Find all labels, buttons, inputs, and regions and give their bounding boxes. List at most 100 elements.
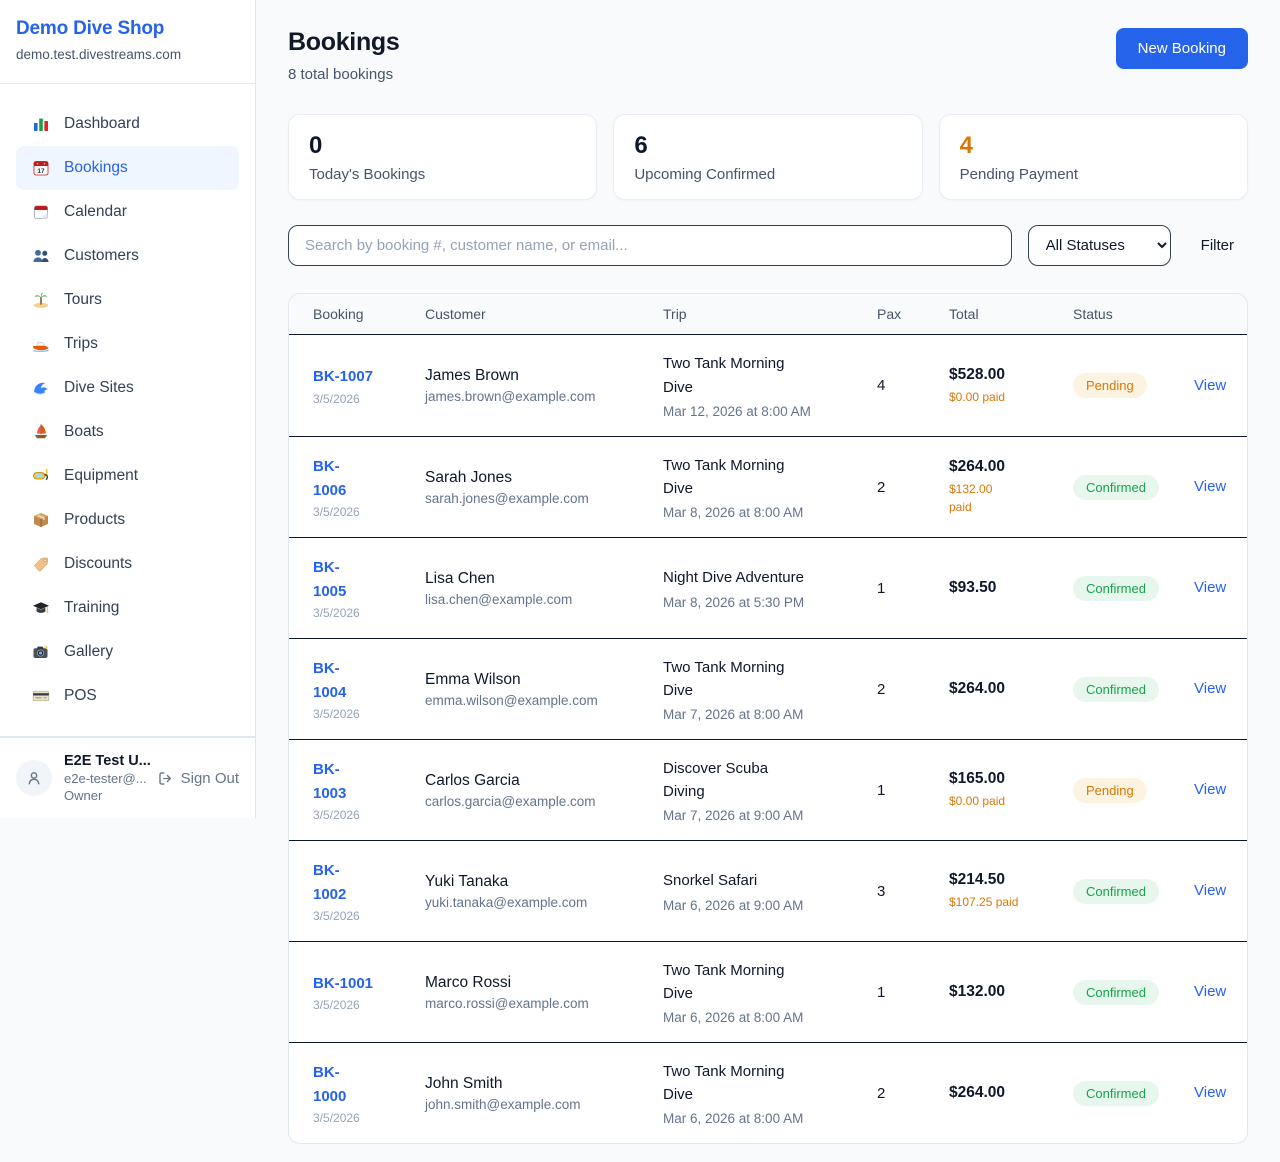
view-link[interactable]: View [1194,781,1227,798]
new-booking-button[interactable]: New Booking [1115,28,1248,69]
trip-name: Two Tank Morning Dive [663,658,785,699]
trip-datetime: Mar 6, 2026 at 8:00 AM [663,1111,804,1127]
status-badge: Confirmed [1073,979,1159,1005]
sidebar-item-training[interactable]: Training [16,586,239,630]
sidebar-item-label: Boats [64,423,104,440]
trip-name: Discover Scuba Diving [663,759,769,800]
wave-icon [32,379,50,397]
booking-id-link[interactable]: BK- 1004 [313,660,347,701]
sidebar-item-boats[interactable]: Boats [16,410,239,454]
sign-out-button[interactable]: Sign Out [157,770,239,787]
stat-value: 0 [309,132,323,159]
sidebar-item-label: Gallery [64,643,114,660]
sailboat-icon [32,423,50,441]
view-link[interactable]: View [1194,579,1227,596]
sidebar-item-label: Calendar [64,203,127,220]
view-link[interactable]: View [1194,882,1227,899]
view-link[interactable]: View [1194,680,1227,697]
filter-button[interactable]: Filter [1187,237,1248,254]
booking-date: 3/5/2026 [313,1110,360,1125]
total-amount: $214.50 [949,871,1006,888]
table-row: BK- 1000 3/5/2026 John Smith john.smith@e… [289,1042,1247,1143]
pax-count: 2 [877,680,886,698]
sidebar-item-label: Dashboard [64,115,140,132]
total-amount: $93.50 [949,579,997,596]
booking-id-link[interactable]: BK-1001 [313,974,374,992]
sidebar-item-dive-sites[interactable]: Dive Sites [16,366,239,410]
trip-datetime: Mar 7, 2026 at 9:00 AM [663,808,804,824]
booking-date: 3/5/2026 [313,908,360,923]
sidebar-item-calendar[interactable]: Calendar [16,190,239,234]
status-badge: Confirmed [1073,1080,1159,1106]
total-amount: $264.00 [949,680,1006,697]
shop-domain: demo.test.divestreams.com [16,47,182,62]
divider [0,83,255,84]
search-input[interactable] [288,225,1012,266]
sidebar-item-label: Equipment [64,467,139,484]
status-badge: Confirmed [1073,575,1159,601]
trip-datetime: Mar 12, 2026 at 8:00 AM [663,403,811,419]
sidebar-item-label: Dive Sites [64,379,134,396]
status-badge: Pending [1073,777,1147,803]
toolbar: All Statuses Filter [288,225,1248,266]
sidebar-item-equipment[interactable]: Equipment [16,454,239,498]
stat-card-pending-payment: 4 Pending Payment [938,114,1248,200]
customer-email: john.smith@example.com [425,1096,581,1112]
trip-datetime: Mar 7, 2026 at 8:00 AM [663,707,804,723]
view-link[interactable]: View [1194,983,1227,1000]
sidebar-item-dashboard[interactable]: Dashboard [16,102,239,146]
sidebar-item-pos[interactable]: POS [16,674,239,718]
view-link[interactable]: View [1194,376,1227,394]
stat-value: 6 [634,132,648,159]
sidebar-item-label: Training [64,599,120,616]
status-filter-select[interactable]: All Statuses [1027,225,1171,266]
sidebar-item-gallery[interactable]: Gallery [16,630,239,674]
sidebar-nav: Dashboard 17 Bookings Calendar Customers… [0,84,255,736]
sidebar-item-tours[interactable]: Tours [16,278,239,322]
stat-value: 4 [959,132,974,159]
paid-amount: $0.00 paid [949,794,1006,808]
main-content: Bookings 8 total bookings New Booking 0 … [256,0,1280,1162]
booking-id-link[interactable]: BK- 1002 [313,862,347,903]
bar-chart-icon [32,115,50,133]
pax-count: 2 [877,478,886,496]
customer-name: Yuki Tanaka [425,872,509,890]
table-row: BK- 1003 3/5/2026 Carlos Garcia carlos.ga… [289,739,1247,840]
island-icon [32,291,50,309]
view-link[interactable]: View [1194,1084,1227,1101]
user-email: e2e-tester@... [64,771,147,786]
pax-count: 1 [877,781,886,799]
people-icon [32,247,50,265]
table-row: BK- 1004 3/5/2026 Emma Wilson emma.wilson… [289,638,1247,739]
sidebar-item-customers[interactable]: Customers [16,234,239,278]
booking-id-link[interactable]: BK- 1006 [313,458,347,499]
customer-email: yuki.tanaka@example.com [425,894,588,910]
booking-id-link[interactable]: BK- 1003 [313,761,347,802]
sidebar-item-trips[interactable]: Trips [16,322,239,366]
sidebar-item-products[interactable]: Products [16,498,239,542]
customer-email: carlos.garcia@example.com [425,793,596,809]
pax-count: 2 [877,1084,886,1102]
sidebar-item-bookings[interactable]: 17 Bookings [16,146,239,190]
stat-card-todays-bookings: 0 Today's Bookings [288,114,598,200]
booking-id-link[interactable]: BK-1007 [313,368,374,386]
sidebar-item-label: Tours [64,291,102,308]
total-amount: $264.00 [949,1084,1006,1101]
sign-out-icon [158,771,171,785]
booking-date: 3/5/2026 [313,605,360,620]
sidebar-item-discounts[interactable]: Discounts [16,542,239,586]
column-header-trip: Trip [663,306,687,322]
bookings-table: Booking Customer Trip Pax Total Status B… [288,293,1248,1144]
customer-name: Emma Wilson [425,670,521,688]
trip-name: Two Tank Morning Dive [663,456,785,497]
booking-id-link[interactable]: BK- 1000 [313,1064,347,1105]
trip-name: Night Dive Adventure [663,569,804,587]
customer-email: emma.wilson@example.com [425,692,598,708]
view-link[interactable]: View [1194,478,1227,495]
booking-id-link[interactable]: BK- 1005 [313,559,347,600]
trip-name: Two Tank Morning Dive [663,355,785,396]
table-row: BK- 1006 3/5/2026 Sarah Jones sarah.jones… [289,436,1247,537]
page-title: Bookings [288,28,400,56]
svg-text:17: 17 [37,168,45,175]
sign-out-label: Sign Out [180,769,239,787]
